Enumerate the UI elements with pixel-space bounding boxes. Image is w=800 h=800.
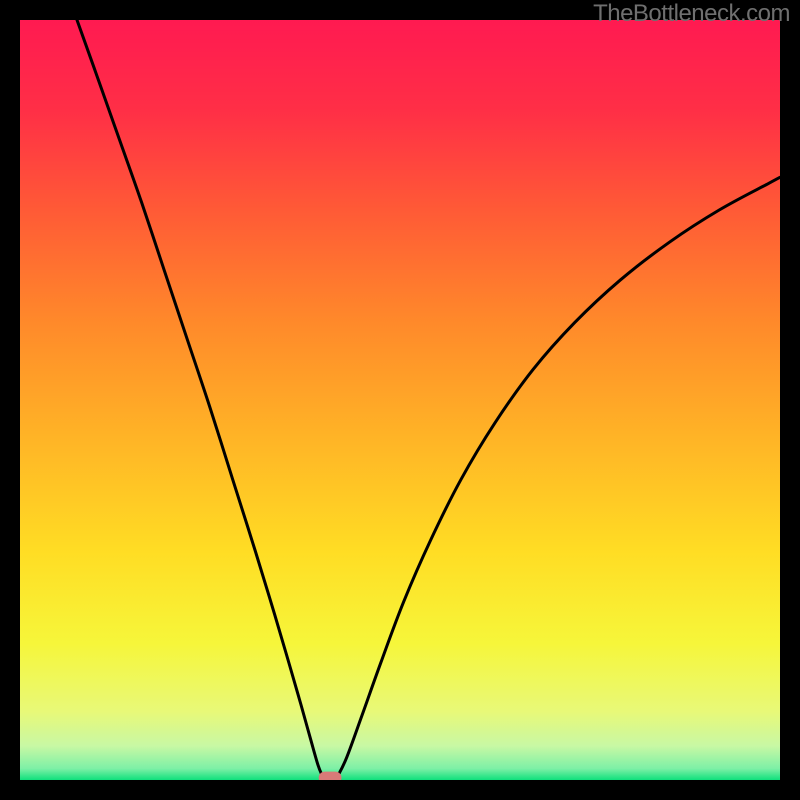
chart-svg bbox=[0, 0, 800, 800]
bottleneck-chart: TheBottleneck.com bbox=[0, 0, 800, 800]
plot-background bbox=[20, 20, 780, 780]
